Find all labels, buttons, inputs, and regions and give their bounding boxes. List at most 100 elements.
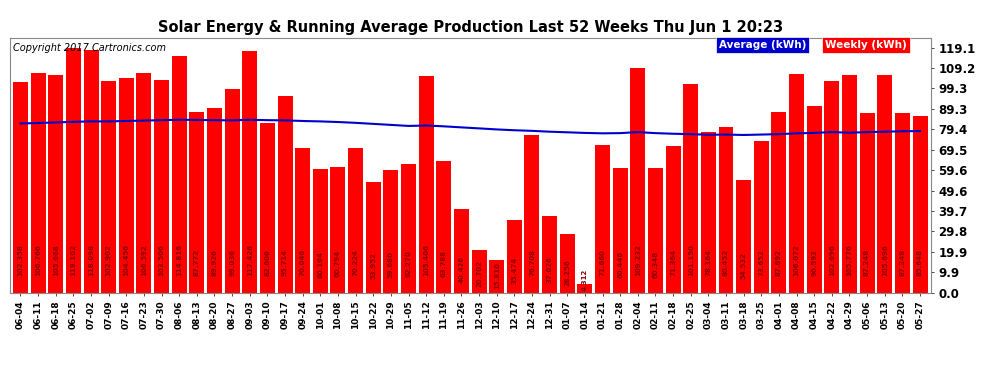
- Text: 78.164: 78.164: [705, 249, 712, 276]
- Bar: [171, 56, 187, 292]
- Bar: [331, 168, 346, 292]
- Text: 106.766: 106.766: [35, 244, 42, 276]
- Text: 70.046: 70.046: [300, 249, 306, 276]
- Text: 102.696: 102.696: [829, 244, 835, 276]
- Bar: [207, 108, 222, 292]
- Text: 70.224: 70.224: [352, 249, 358, 276]
- Text: 63.788: 63.788: [441, 250, 446, 277]
- Text: 106.072: 106.072: [794, 244, 800, 276]
- Bar: [489, 260, 504, 292]
- Bar: [807, 106, 822, 292]
- Bar: [543, 216, 557, 292]
- Text: 102.358: 102.358: [18, 244, 24, 276]
- Text: 28.256: 28.256: [564, 259, 570, 285]
- Title: Solar Energy & Running Average Production Last 52 Weeks Thu Jun 1 20:23: Solar Energy & Running Average Productio…: [157, 20, 783, 35]
- Text: 73.652: 73.652: [758, 249, 764, 276]
- Text: 60.348: 60.348: [652, 251, 658, 278]
- Bar: [454, 209, 469, 292]
- Text: 60.446: 60.446: [617, 251, 623, 278]
- Bar: [771, 112, 786, 292]
- Text: Copyright 2017 Cartronics.com: Copyright 2017 Cartronics.com: [13, 43, 165, 52]
- Bar: [31, 73, 46, 292]
- Text: Weekly (kWh): Weekly (kWh): [825, 40, 907, 50]
- Bar: [348, 148, 363, 292]
- Bar: [525, 135, 540, 292]
- Text: 71.364: 71.364: [670, 249, 676, 276]
- Text: 89.926: 89.926: [212, 249, 218, 276]
- Bar: [260, 123, 275, 292]
- Text: 105.406: 105.406: [423, 244, 429, 276]
- Text: 85.648: 85.648: [917, 249, 923, 276]
- Bar: [137, 73, 151, 292]
- Text: 82.606: 82.606: [264, 249, 270, 276]
- Bar: [383, 170, 398, 292]
- Text: 37.026: 37.026: [546, 256, 552, 284]
- Bar: [419, 76, 434, 292]
- Bar: [595, 145, 610, 292]
- Text: 87.248: 87.248: [899, 249, 906, 276]
- Bar: [49, 75, 63, 292]
- Bar: [83, 50, 99, 292]
- Bar: [154, 80, 169, 292]
- Bar: [295, 148, 310, 292]
- Bar: [719, 127, 734, 292]
- Text: 103.506: 103.506: [158, 244, 164, 276]
- Text: 99.036: 99.036: [229, 249, 236, 276]
- Bar: [753, 141, 769, 292]
- Text: 40.426: 40.426: [458, 255, 464, 282]
- Text: 102.902: 102.902: [106, 244, 112, 276]
- Bar: [701, 132, 716, 292]
- Bar: [225, 89, 240, 292]
- Text: 80.452: 80.452: [723, 249, 729, 276]
- Bar: [313, 169, 328, 292]
- Bar: [913, 116, 928, 292]
- Bar: [647, 168, 663, 292]
- Bar: [401, 165, 416, 292]
- Text: 87.248: 87.248: [864, 249, 870, 276]
- Text: 60.164: 60.164: [318, 251, 324, 278]
- Text: 20.702: 20.702: [476, 261, 482, 287]
- Bar: [859, 113, 874, 292]
- Bar: [13, 82, 28, 292]
- Text: 62.270: 62.270: [406, 251, 412, 277]
- Bar: [437, 161, 451, 292]
- Bar: [683, 84, 698, 292]
- Text: 106.592: 106.592: [141, 244, 147, 276]
- Text: 119.102: 119.102: [70, 244, 76, 276]
- Bar: [365, 182, 381, 292]
- Bar: [189, 112, 204, 292]
- Text: 87.692: 87.692: [776, 249, 782, 276]
- Bar: [665, 146, 680, 292]
- Text: 95.714: 95.714: [282, 249, 288, 276]
- Text: 15.810: 15.810: [494, 262, 500, 289]
- Bar: [559, 234, 575, 292]
- Bar: [471, 250, 486, 292]
- Bar: [895, 113, 910, 292]
- Text: 60.794: 60.794: [335, 251, 341, 278]
- Bar: [66, 48, 81, 292]
- Text: 76.708: 76.708: [529, 249, 535, 276]
- Bar: [789, 74, 804, 292]
- Text: 53.952: 53.952: [370, 252, 376, 279]
- Text: 117.426: 117.426: [247, 244, 252, 276]
- Bar: [101, 81, 116, 292]
- Text: 54.532: 54.532: [741, 252, 746, 279]
- Text: 105.776: 105.776: [846, 244, 852, 276]
- Bar: [577, 284, 592, 292]
- Bar: [737, 180, 751, 292]
- Text: 105.696: 105.696: [882, 244, 888, 276]
- Text: 101.150: 101.150: [688, 244, 694, 276]
- Bar: [631, 68, 645, 292]
- Bar: [613, 168, 628, 292]
- Text: 90.592: 90.592: [811, 249, 817, 276]
- Text: 109.232: 109.232: [635, 244, 641, 276]
- Text: 71.660: 71.660: [600, 249, 606, 276]
- Text: 104.456: 104.456: [124, 244, 130, 276]
- Text: 114.816: 114.816: [176, 244, 182, 276]
- Bar: [507, 219, 522, 292]
- Text: 4.312: 4.312: [582, 269, 588, 291]
- Bar: [825, 81, 840, 292]
- Text: 87.772: 87.772: [194, 249, 200, 276]
- Bar: [877, 75, 892, 292]
- Text: 59.680: 59.680: [388, 251, 394, 278]
